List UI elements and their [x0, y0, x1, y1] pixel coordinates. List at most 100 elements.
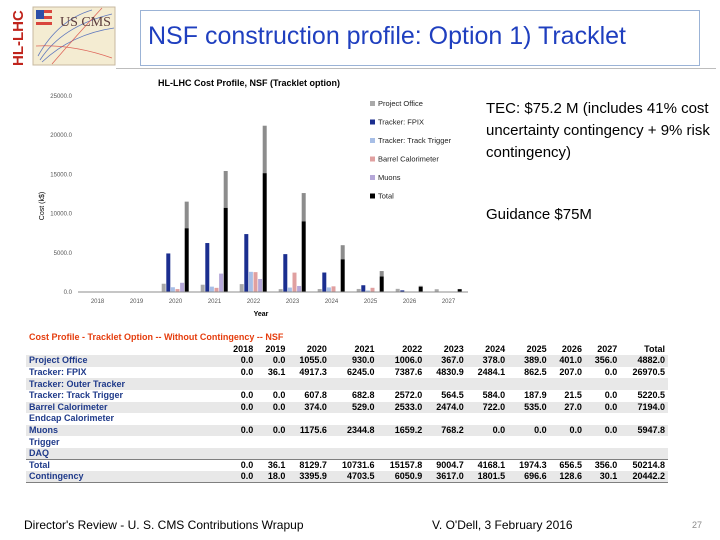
table-header-cell: 2018 [233, 343, 254, 354]
table-cell: 3617.0 [425, 471, 467, 484]
table-cell [425, 447, 467, 460]
table-cell: 722.0 [466, 401, 509, 414]
table-header-cell: 2025 [526, 343, 547, 354]
table-cell [620, 436, 668, 448]
table-cell: 0.0 [549, 424, 585, 437]
bar-project-office [434, 289, 439, 292]
legend-swatch [370, 138, 375, 143]
row-label: Muons [26, 424, 224, 437]
table-header-row: 2018 2019 2020 2021 2022 2023 2024 2025 2026 2027… [26, 344, 668, 356]
table-cell: 2474.0 [425, 401, 467, 414]
hl-lhc-logo: HL-LHC [4, 6, 30, 68]
table-cell: 401.0 [549, 355, 585, 367]
table-cell: 696.6 [508, 471, 550, 484]
table-cell [377, 447, 426, 460]
table-cell: 2572.0 [394, 390, 423, 401]
table-cell [508, 378, 550, 390]
bar-project-office [200, 284, 205, 292]
bar-contingency [223, 170, 228, 208]
table-row: Contingency 0.0 18.0 3395.9 4703.5 6050.9 3617… [26, 471, 668, 484]
table-cell: 36.1 [256, 459, 289, 472]
table-cell [467, 436, 508, 448]
table-cell: 0.0 [256, 401, 289, 414]
bar-total [262, 173, 267, 292]
guidance-note: Guidance $75M [486, 206, 592, 223]
x-axis-tick-labels: 2018 2019 2020 2021 2022 2023 2024 2025 2026 2027 [91, 299, 456, 305]
y-tick-label: 25000.0 [50, 94, 72, 100]
table-cell: 389.0 [508, 355, 550, 367]
table-cell [549, 447, 585, 460]
table-cell: 4703.5 [329, 471, 378, 484]
bar-barrel-calorimeter [370, 287, 375, 292]
table-cell: 7387.6 [394, 367, 423, 378]
row-label: Trigger [29, 436, 60, 447]
table-row: DAQ [26, 447, 668, 460]
tec-note: TEC: $75.2 M (includes 41% cost uncertai… [486, 100, 710, 161]
table-caption-row: Cost Profile - Tracklet Option -- Withou… [26, 332, 668, 344]
table-cell: 36.1 [267, 367, 286, 378]
table-row: Project Office 0.0 0.0 1055.0 930.0 1006.0 367… [26, 355, 668, 367]
table-header-cell: Total [644, 343, 665, 354]
x-tick-label: 2019 [130, 299, 144, 305]
bar-barrel-calorimeter [331, 286, 336, 292]
table-cell: 15157.8 [377, 459, 426, 472]
table-cell: 930.0 [329, 355, 378, 367]
table-row: Endcap Calorimeter [26, 413, 668, 425]
table-cell [620, 378, 668, 390]
table-cell: 564.5 [441, 390, 464, 401]
row-label: Tracker: Track Trigger [29, 390, 124, 401]
table-cell [508, 447, 550, 460]
table-cell [508, 413, 549, 425]
legend-label: Project Office [378, 99, 423, 108]
table-cell [224, 436, 256, 448]
table-cell [378, 436, 426, 448]
bar-project-office [395, 288, 400, 292]
table-cell [330, 436, 378, 448]
bar-tracker-fpix [361, 285, 366, 292]
table-cell: 0.0 [466, 424, 509, 437]
table-header-cell: 2023 [443, 343, 464, 354]
bar-total [418, 286, 423, 292]
bar-tracker-fpix [166, 253, 171, 292]
table-cell: 356.0 [584, 459, 621, 472]
title-frame [140, 10, 700, 66]
cost-profile-table: Cost Profile - Tracklet Option -- Withou… [26, 332, 668, 484]
bar-barrel-calorimeter [175, 289, 180, 292]
row-label: Contingency [26, 471, 224, 484]
legend-swatch [370, 193, 375, 199]
table-cell: 529.0 [329, 401, 378, 414]
table-cell: 0.0 [604, 390, 618, 401]
table-cell: 50214.8 [620, 459, 668, 472]
table-header-cell: 2027 [597, 343, 618, 354]
table-cell: 0.0 [256, 355, 289, 367]
legend-label: Tracker: Track Trigger [378, 136, 452, 145]
table-cell [550, 413, 585, 425]
bar-barrel-calorimeter [292, 272, 297, 292]
table-cell: 9004.7 [425, 459, 467, 472]
table-cell: 1659.2 [377, 424, 426, 437]
bar-tracker-track-trigger [248, 271, 253, 292]
table-cell: 374.0 [288, 401, 330, 414]
table-row: Total 0.0 36.1 8129.7 10731.6 15157.8 9004.7 41… [26, 459, 668, 472]
row-label: Endcap Calorimeter [29, 413, 115, 424]
table-cell [620, 447, 668, 460]
bar-total [301, 221, 306, 292]
y-axis-tick-labels: 0.0 5000.0 10000.0 15000.0 20000.0 25000.0 [50, 94, 72, 296]
bar-contingency [301, 193, 306, 222]
bar-tracker-fpix [322, 272, 327, 292]
bar-barrel-calorimeter [253, 272, 258, 292]
table-cell: 1801.5 [466, 471, 509, 484]
table-cell: 0.0 [224, 459, 257, 472]
table-row: Trigger [26, 436, 668, 448]
table-cell [256, 447, 289, 460]
table-cell: 6050.9 [377, 471, 426, 484]
page-number: 27 [692, 520, 703, 530]
bar-total [457, 289, 462, 292]
table-cell: 187.9 [524, 390, 547, 401]
table-cell: 128.6 [549, 471, 585, 484]
legend-swatch [370, 119, 375, 125]
table-cell: 0.0 [508, 424, 550, 437]
table-cell: 1055.0 [288, 355, 330, 367]
bar-project-office [356, 288, 361, 292]
x-tick-label: 2027 [442, 299, 456, 305]
